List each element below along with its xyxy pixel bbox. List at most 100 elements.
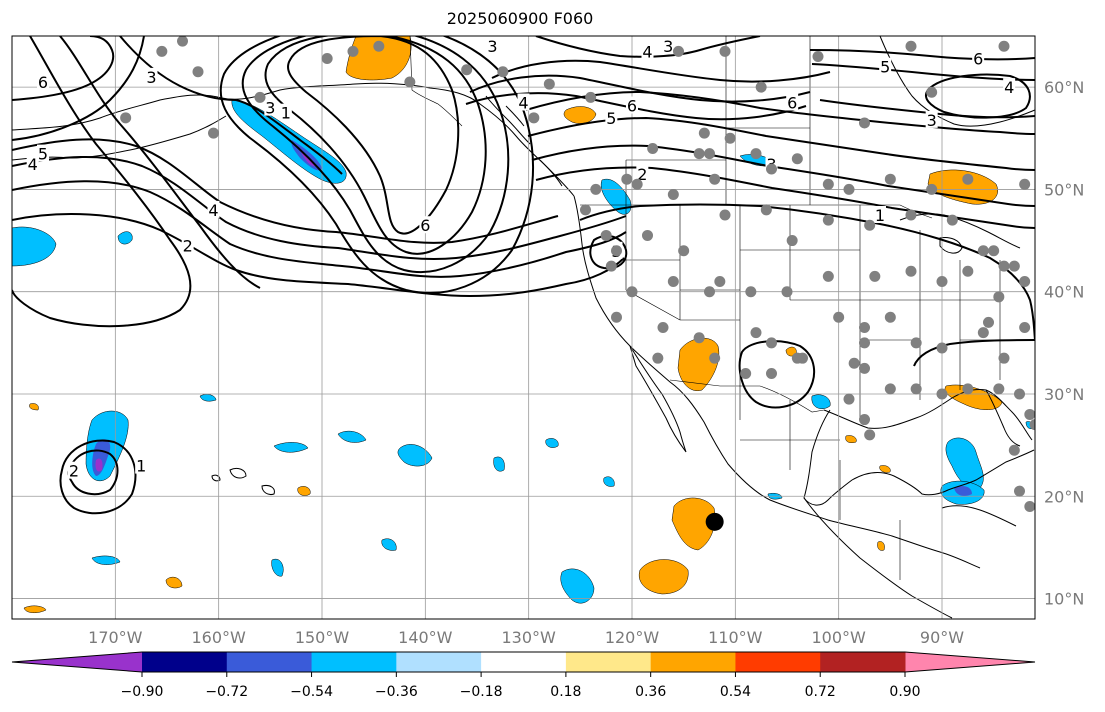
observation-site [605, 260, 617, 272]
shade-purple-yucatan [954, 486, 972, 496]
shade-orange-small7 [845, 435, 857, 443]
observation-site [884, 311, 896, 323]
coast-gulf-mexico [803, 389, 1035, 506]
observation-sites [120, 36, 1035, 512]
contour-label-bg-21 [636, 165, 649, 183]
observation-site [719, 45, 731, 57]
observation-site [1019, 322, 1031, 333]
observation-site [859, 322, 870, 333]
shade-blue-texas [811, 394, 831, 409]
observation-site [192, 66, 204, 78]
observation-site [704, 148, 715, 160]
colorbar-segment-9 [820, 652, 906, 672]
contour-label-2: 4 [28, 155, 38, 174]
colorbar-label-1: −0.72 [205, 684, 248, 700]
observation-site [859, 362, 870, 374]
contour-label-bg-22 [874, 205, 886, 223]
contour-labels: 65434231634356465463321321 [26, 37, 1016, 481]
contour-north-3 [535, 36, 761, 58]
contour-ne-6 [809, 49, 1035, 61]
contour-label-21: 2 [637, 165, 647, 184]
observation-site [1029, 419, 1035, 431]
colorbar-label-5: 0.18 [550, 684, 581, 700]
observation-site [766, 368, 777, 380]
contour-label-22: 1 [875, 206, 885, 225]
observation-site [347, 45, 359, 57]
observation-site [585, 91, 597, 103]
colorbar-segment-3 [311, 652, 397, 672]
observation-site [998, 260, 1010, 272]
observation-site [724, 132, 736, 144]
observation-site [822, 270, 834, 282]
lon-label-3: 140°W [398, 628, 453, 647]
observation-site [988, 245, 1000, 257]
observation-site [254, 91, 266, 103]
lon-label-6: 110°W [708, 628, 763, 647]
observation-site [791, 153, 803, 165]
lat-label-1: 50°N [1044, 180, 1084, 199]
colorbar-label-3: −0.36 [375, 684, 418, 700]
observation-site [652, 352, 664, 364]
observation-site [822, 178, 834, 190]
coast-baja [629, 345, 687, 453]
observation-site [977, 245, 989, 257]
contour-label-bg-4 [207, 200, 220, 218]
contour-label-11: 3 [663, 37, 673, 56]
contour-label-bg-14 [517, 93, 530, 111]
contour-5-pacific-ridge [12, 138, 559, 244]
shade-blue-bc [600, 178, 632, 215]
contour-label-9: 3 [487, 37, 497, 56]
contour-3-nw [119, 36, 237, 101]
shade-blue-hawaii4 [493, 456, 505, 472]
shade-orange-small5 [879, 465, 891, 473]
observation-site [719, 209, 731, 221]
latitude-labels: 60°N 50°N 40°N 30°N 20°N 10°N [1044, 78, 1084, 608]
anomaly-shading [12, 36, 1035, 613]
observation-site [843, 183, 855, 195]
coastlines [12, 36, 1035, 619]
lat-label-5: 10°N [1044, 590, 1084, 609]
lon-label-5: 120°W [605, 628, 660, 647]
coast-alaska [12, 82, 575, 197]
observation-site [580, 204, 591, 216]
colorbar: −0.90 −0.72 −0.54 −0.36 −0.18 0.18 0.36 0.54 0.7… [11, 651, 1036, 700]
contour-label-bg-18 [786, 93, 799, 111]
observation-site [611, 245, 622, 257]
shade-blue-hawaii7 [381, 538, 397, 551]
contour-label-7: 1 [281, 104, 291, 123]
shade-orange-small1 [297, 486, 311, 496]
contour-label-4: 4 [208, 201, 218, 220]
observation-site [936, 342, 948, 354]
longitude-labels: 170°W 160°W 150°W 140°W 130°W 120°W 110°W 100°W… [88, 628, 964, 647]
contour-north-4 [491, 59, 831, 83]
observation-site [859, 414, 870, 426]
contour-label-bg-25 [135, 456, 148, 474]
observation-site [1008, 260, 1020, 272]
observation-site [621, 173, 633, 185]
observation-site [156, 45, 168, 57]
observation-site [543, 78, 555, 90]
contour-label-bg-6 [264, 98, 277, 116]
observation-site [709, 173, 721, 185]
shade-orange-small3 [23, 605, 47, 613]
observation-site [786, 235, 798, 247]
contour-5-nw [12, 36, 145, 141]
colorbar-label-4: −0.18 [460, 684, 503, 700]
observation-site [755, 81, 767, 93]
observation-site [1024, 500, 1035, 512]
observation-site [905, 265, 917, 277]
shade-orange-pac2 [638, 559, 689, 595]
observation-site [962, 173, 974, 185]
observation-site [1014, 485, 1025, 497]
contour-west-ridge-a [59, 36, 261, 289]
contour-label-bg-16 [879, 57, 892, 75]
lon-label-1: 160°W [191, 628, 246, 647]
observation-site [812, 50, 824, 62]
coast-hawaii [211, 467, 275, 495]
lat-label-0: 60°N [1044, 78, 1084, 97]
observation-site [177, 36, 188, 47]
contour-label-bg-13 [626, 96, 638, 114]
observation-site [693, 332, 705, 344]
observation-site [745, 286, 757, 298]
